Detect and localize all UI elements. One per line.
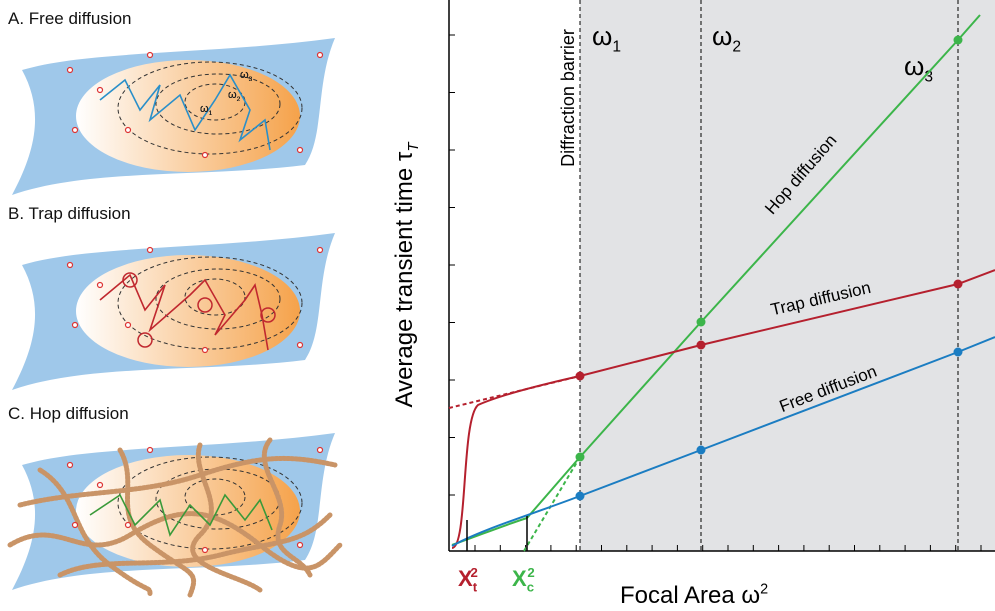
label-sup: 2 bbox=[527, 565, 534, 580]
label-sub: 2 bbox=[732, 39, 741, 56]
molecule bbox=[298, 543, 303, 548]
label-sub: 1 bbox=[209, 110, 213, 117]
label-sup: 2 bbox=[470, 565, 477, 580]
molecule bbox=[203, 153, 208, 158]
y-axis-title: Average transient time τT bbox=[391, 141, 422, 408]
molecule bbox=[298, 343, 303, 348]
molecule bbox=[318, 448, 323, 453]
page: A. Free diffusionω1ω2ω3B. Trap diffusion… bbox=[0, 0, 995, 611]
molecule bbox=[148, 53, 153, 58]
molecule bbox=[203, 348, 208, 353]
molecule bbox=[298, 148, 303, 153]
intersection-dot bbox=[576, 492, 585, 501]
molecule bbox=[73, 323, 78, 328]
label: Xt2 bbox=[458, 565, 478, 594]
intersection-dot bbox=[576, 372, 585, 381]
intersection-dot bbox=[954, 280, 963, 289]
molecule bbox=[68, 68, 73, 73]
molecule bbox=[203, 548, 208, 553]
label: Focal Area ω2 bbox=[620, 581, 768, 609]
label-sub: 3 bbox=[249, 76, 253, 83]
panel: A. Free diffusion bbox=[8, 9, 335, 195]
molecule bbox=[318, 248, 323, 253]
label-sub: c bbox=[527, 580, 534, 595]
molecule bbox=[126, 523, 131, 528]
intersection-dot bbox=[697, 446, 706, 455]
molecule bbox=[148, 448, 153, 453]
label-sub: T bbox=[405, 141, 422, 152]
curve-dashed bbox=[524, 457, 580, 551]
panel: B. Trap diffusion bbox=[8, 204, 335, 390]
panel-label: B. Trap diffusion bbox=[8, 204, 131, 223]
panel-label: C. Hop diffusion bbox=[8, 404, 129, 423]
molecule bbox=[68, 463, 73, 468]
molecule bbox=[98, 483, 103, 488]
label-base: X bbox=[512, 566, 527, 591]
molecule bbox=[126, 323, 131, 328]
label-base: Focal Area ω bbox=[620, 582, 760, 609]
molecule bbox=[148, 248, 153, 253]
label-base: ω bbox=[712, 21, 732, 51]
intersection-dot bbox=[954, 348, 963, 357]
barrier-label: Diffraction barrier bbox=[558, 29, 578, 167]
molecule bbox=[98, 88, 103, 93]
intersection-dot bbox=[576, 453, 585, 462]
panel: C. Hop diffusion bbox=[8, 404, 340, 595]
intersection-dot bbox=[697, 341, 706, 350]
intersection-dot bbox=[954, 36, 963, 45]
molecule bbox=[126, 128, 131, 133]
figure: A. Free diffusionω1ω2ω3B. Trap diffusion… bbox=[0, 0, 995, 611]
molecule bbox=[98, 283, 103, 288]
focal-spot bbox=[76, 255, 300, 367]
molecule bbox=[73, 523, 78, 528]
focal-spot bbox=[76, 60, 300, 172]
label-sub: 1 bbox=[612, 39, 621, 56]
panel-label: A. Free diffusion bbox=[8, 9, 131, 28]
label-base: ω bbox=[904, 51, 924, 81]
molecule bbox=[68, 263, 73, 268]
label-sub: 2 bbox=[237, 96, 241, 103]
label-sub: t bbox=[473, 580, 478, 595]
intersection-dot bbox=[697, 318, 706, 327]
label-sup: 2 bbox=[760, 581, 768, 597]
molecule bbox=[318, 53, 323, 58]
molecule bbox=[73, 128, 78, 133]
label: Xc2 bbox=[512, 565, 535, 594]
label-base: Average transient time τ bbox=[391, 151, 418, 407]
label-base: ω bbox=[592, 21, 612, 51]
